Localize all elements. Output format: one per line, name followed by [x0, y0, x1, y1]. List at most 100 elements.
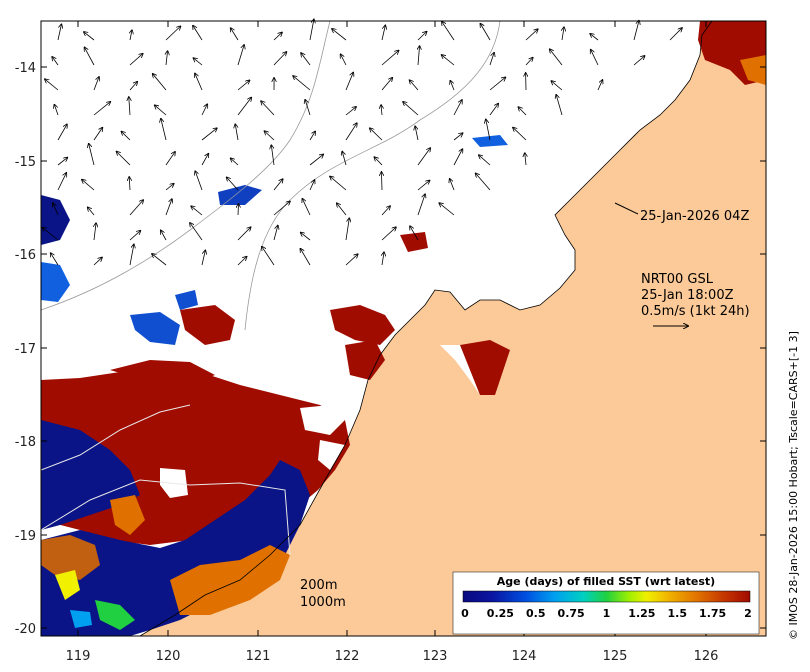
sst-patch-blue: [472, 135, 508, 147]
current-vector-arrow-icon: [237, 80, 250, 91]
current-vector-arrow-icon: [89, 144, 95, 166]
sst-patch-blue: [130, 312, 180, 345]
current-vector-arrow-icon: [550, 49, 563, 66]
current-vector-arrow-icon: [301, 233, 311, 241]
colorbar-tick-label: 1.75: [699, 607, 726, 620]
x-tick-label: 126: [694, 649, 719, 664]
current-vector-arrow-icon: [489, 77, 505, 91]
current-scale-label: 0.5m/s (1kt 24h): [641, 304, 750, 319]
colorbar-tick-label: 0.75: [558, 607, 585, 620]
current-vector-arrow-icon: [489, 53, 494, 66]
current-vector-arrow-icon: [88, 207, 95, 216]
colorbar-tick-label: 1.5: [668, 607, 688, 620]
current-vector-arrow-icon: [453, 100, 462, 116]
sst-patch: [345, 340, 385, 380]
timestamp-label: 25-Jan-2026 04Z: [640, 209, 749, 224]
current-vector-arrow-icon: [300, 249, 311, 266]
current-vector-arrow-icon: [381, 227, 396, 241]
current-vector-arrow-icon: [273, 32, 282, 41]
colorbar-title: Age (days) of filled SST (wrt latest): [497, 575, 715, 588]
current-vector-arrow-icon: [237, 45, 244, 66]
current-vector-arrow-icon: [442, 55, 455, 66]
current-vector-arrow-icon: [301, 53, 311, 66]
current-vector-arrow-icon: [166, 51, 168, 66]
current-vector-arrow-icon: [84, 47, 95, 66]
isobath-label-1000m: 1000m: [300, 595, 346, 610]
current-vector-arrow-icon: [57, 173, 66, 191]
current-vector-arrow-icon: [590, 34, 599, 41]
colorbar-tick-label: 0.25: [487, 607, 514, 620]
colorbar-tick-label: 1.25: [628, 607, 655, 620]
current-vector-arrow-icon: [669, 28, 682, 41]
current-vector-arrow-icon: [418, 46, 420, 66]
current-vector-arrow-icon: [52, 57, 59, 66]
current-vector-arrow-icon: [227, 177, 239, 191]
current-vector-arrow-icon: [591, 50, 599, 66]
isobath-label-200m: 200m: [300, 578, 337, 593]
current-vector-arrow-icon: [129, 97, 130, 116]
sst-patch: [400, 232, 428, 252]
current-vector-arrow-icon: [410, 80, 419, 91]
current-vector-arrow-icon: [93, 257, 102, 266]
colorbar-tick-label: 0.5: [526, 607, 546, 620]
current-vector-arrow-icon: [309, 180, 315, 191]
current-vector-arrow-icon: [341, 54, 347, 66]
sst-patch-blue: [41, 262, 70, 302]
current-vector-arrow-icon: [417, 148, 430, 166]
y-tick-label: -20: [15, 622, 36, 637]
current-vector-arrow-icon: [155, 105, 167, 116]
current-vector-arrow-icon: [513, 128, 527, 141]
gap: [318, 440, 345, 470]
y-tick-label: -15: [15, 155, 36, 170]
current-vector-arrow-icon: [305, 100, 311, 116]
x-tick-label: 124: [512, 649, 537, 664]
current-vector-arrow-icon: [231, 158, 239, 166]
current-vector-arrow-icon: [201, 128, 217, 141]
current-vector-arrow-icon: [439, 203, 455, 216]
credit-label: © IMOS 28-Jan-2026 15:00 Hobart; Tscale=…: [787, 331, 800, 640]
x-tick-label: 120: [156, 649, 181, 664]
current-vector-arrow-icon: [525, 58, 533, 66]
current-vector-arrow-icon: [201, 104, 207, 116]
current-vector-arrow-icon: [271, 145, 275, 166]
gap: [300, 405, 345, 435]
current-vector-arrow-icon: [382, 252, 384, 266]
current-vector-arrow-icon: [57, 158, 67, 166]
timestamp-pointer: [614, 202, 639, 215]
current-vector-arrow-icon: [165, 26, 181, 41]
current-vector-arrow-icon: [381, 206, 390, 216]
current-vector-arrow-icon: [381, 105, 382, 116]
x-tick-label: 121: [246, 649, 271, 664]
current-vector-arrow-icon: [42, 228, 59, 241]
current-vector-arrow-icon: [129, 177, 130, 191]
y-tick-label: -17: [15, 342, 36, 357]
land-mass: [140, 21, 766, 636]
current-vector-arrow-icon: [403, 102, 419, 116]
coastline: [139, 21, 713, 636]
current-vector-arrow-icon: [93, 77, 99, 91]
x-tick-label: 125: [603, 649, 628, 664]
current-vector-arrow-icon: [161, 230, 167, 241]
current-vector-arrow-icon: [237, 227, 251, 241]
sst-field-age-0: [41, 460, 310, 636]
sst-patch-blue: [175, 290, 198, 310]
y-tick-label: -14: [15, 61, 36, 76]
sst-patch: [330, 305, 395, 345]
current-vector-arrow-icon: [597, 80, 602, 91]
current-vector-arrow-icon: [453, 133, 463, 141]
current-vector-arrow-icon: [57, 24, 61, 41]
current-vector-arrow-icon: [129, 200, 143, 216]
current-vector-arrow-icon: [453, 149, 462, 166]
current-vector-arrow-icon: [415, 126, 419, 141]
isobath-200m: [41, 21, 331, 311]
y-axis: -14 -15 -16 -17 -18 -19 -20: [15, 61, 766, 637]
current-vector-arrow-icon: [261, 101, 275, 116]
current-model-label: NRT00 GSL: [641, 272, 714, 287]
current-vector-arrow-icon: [633, 21, 639, 41]
current-vectors: [42, 19, 682, 266]
current-vector-arrow-icon: [562, 27, 564, 41]
current-vector-arrow-icon: [54, 105, 59, 116]
current-vector-arrow-icon: [51, 253, 59, 266]
colorbar-tick-label: 1: [603, 607, 611, 620]
current-vector-arrow-icon: [479, 155, 491, 166]
